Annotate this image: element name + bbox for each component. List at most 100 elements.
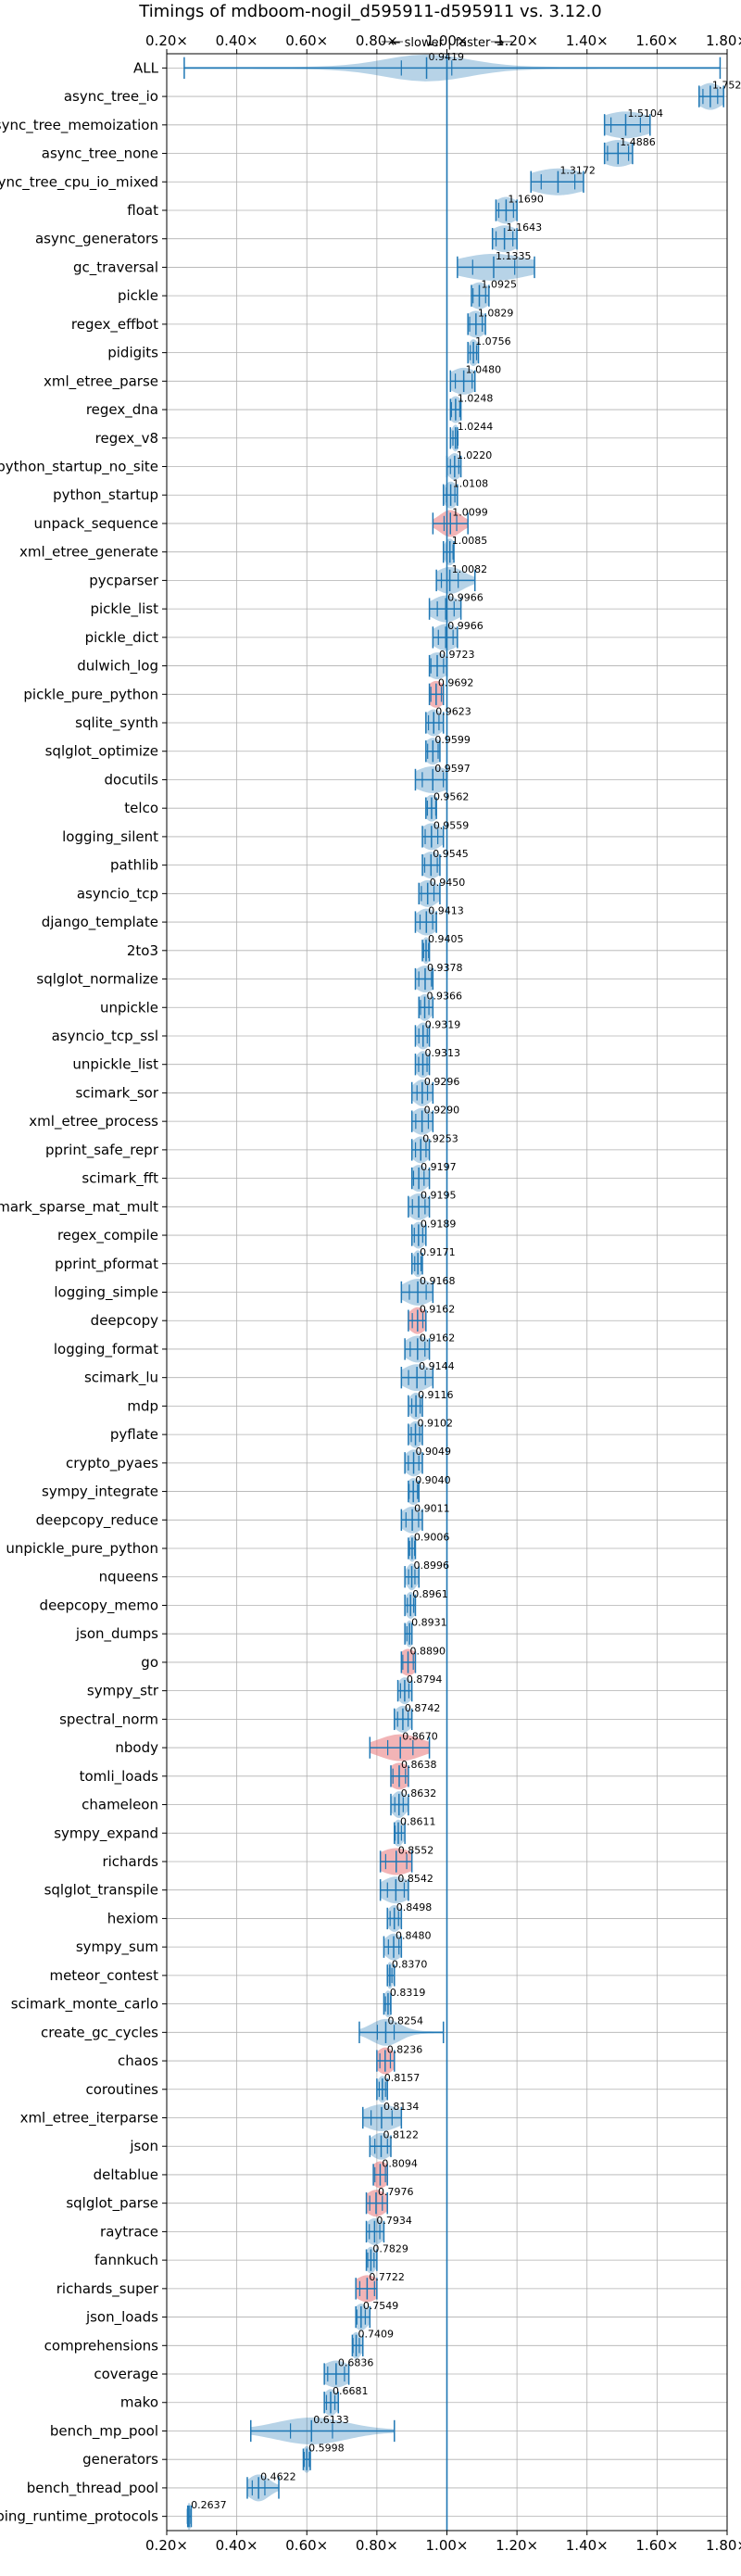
benchmark-label-python_startup: python_startup	[53, 486, 158, 504]
benchmark-label-pyflate: pyflate	[110, 1426, 158, 1443]
benchmark-label-coroutines: coroutines	[85, 2081, 158, 2098]
value-label-xml_etree_iterparse: 0.8134	[383, 2101, 420, 2113]
value-label-docutils: 0.9597	[434, 763, 471, 775]
benchmark-label-typing_runtime_protocols: typing_runtime_protocols	[0, 2508, 158, 2526]
value-label-sympy_integrate: 0.9040	[415, 1474, 451, 1486]
value-label-regex_compile: 0.9189	[421, 1218, 457, 1230]
benchmark-label-xml_etree_generate: xml_etree_generate	[19, 544, 158, 562]
value-label-pickle_dict: 0.9966	[447, 620, 483, 632]
x-tick-label-top: 1.00×	[426, 32, 469, 49]
benchmark-label-tomli_loads: tomli_loads	[80, 1768, 159, 1786]
value-label-gc_traversal: 1.1335	[496, 250, 532, 262]
value-label-nbody: 0.8670	[402, 1730, 438, 1742]
value-label-xml_etree_generate: 1.0085	[452, 535, 488, 547]
value-label-go: 0.8890	[410, 1645, 446, 1657]
value-label-2to3: 0.9405	[428, 933, 464, 945]
value-label-sympy_str: 0.8794	[407, 1673, 443, 1686]
value-label-chameleon: 0.8632	[401, 1787, 437, 1799]
benchmark-label-unpickle_list: unpickle_list	[72, 1056, 158, 1074]
value-label-pickle: 1.0925	[481, 279, 517, 291]
benchmark-label-scimark_fft: scimark_fft	[82, 1170, 158, 1188]
benchmark-label-2to3: 2to3	[127, 942, 158, 959]
benchmark-label-regex_v8: regex_v8	[95, 430, 158, 448]
value-label-scimark_sparse_mat_mult: 0.9195	[421, 1190, 457, 1202]
benchmark-label-pickle_dict: pickle_dict	[85, 629, 158, 647]
benchmark-label-comprehensions: comprehensions	[44, 2337, 159, 2354]
value-label-coroutines: 0.8157	[384, 2072, 421, 2084]
value-label-dulwich_log: 0.9723	[439, 649, 475, 661]
x-tick-label-bottom: 1.40×	[566, 2537, 609, 2554]
benchmark-label-deepcopy: deepcopy	[91, 1312, 158, 1329]
value-label-async_tree_cpu_io_mixed: 1.3172	[559, 165, 596, 177]
benchmark-label-logging_silent: logging_silent	[62, 828, 158, 846]
value-label-pprint_pformat: 0.9171	[420, 1246, 456, 1258]
value-label-regex_dna: 1.0248	[458, 392, 494, 404]
value-label-unpickle: 0.9366	[427, 991, 463, 1003]
benchmark-label-deltablue: deltablue	[94, 2166, 158, 2183]
value-label-tomli_loads: 0.8638	[401, 1759, 437, 1771]
x-axis-ticks: 0.20× 0.20× 0.40× 0.40× 0.60× 0.60× 0.80× 0.80×…	[145, 32, 741, 2554]
value-label-telco: 0.9562	[433, 791, 470, 803]
x-tick-label-top: 1.60×	[635, 32, 678, 49]
value-label-regex_v8: 1.0244	[458, 421, 494, 433]
benchmark-label-logging_format: logging_format	[54, 1341, 158, 1358]
benchmark-label-async_tree_none: async_tree_none	[42, 145, 158, 163]
benchmark-label-mdp: mdp	[127, 1397, 158, 1414]
value-label-logging_silent: 0.9559	[433, 819, 470, 831]
value-label-pidigits: 1.0756	[475, 335, 511, 347]
benchmark-label-sqlglot_optimize: sqlglot_optimize	[45, 743, 158, 761]
x-tick-label-bottom: 0.20×	[145, 2537, 188, 2554]
value-label-regex_effbot: 1.0829	[478, 307, 514, 319]
value-label-create_gc_cycles: 0.8254	[387, 2015, 423, 2027]
benchmark-label-logging_simple: logging_simple	[54, 1284, 158, 1302]
y-axis-labels: ALL async_tree_io async_tree_memoizationas…	[0, 59, 167, 2526]
benchmark-label-sqlglot_parse: sqlglot_parse	[66, 2195, 158, 2213]
value-label-pickle_list: 0.9966	[447, 592, 483, 604]
benchmark-label-sympy_integrate: sympy_integrate	[42, 1484, 158, 1501]
value-label-pprint_safe_repr: 0.9253	[422, 1132, 458, 1144]
benchmark-label-nqueens: nqueens	[99, 1569, 158, 1585]
value-label-sympy_expand: 0.8611	[400, 1816, 436, 1828]
value-label-sympy_sum: 0.8480	[396, 1930, 432, 1942]
value-label-pickle_pure_python: 0.9692	[438, 677, 474, 689]
value-label-logging_format: 0.9162	[420, 1332, 456, 1344]
value-label-json_dumps: 0.8931	[411, 1617, 447, 1629]
x-tick-label-top: 0.60×	[285, 32, 328, 49]
benchmark-label-coverage: coverage	[94, 2366, 158, 2382]
benchmark-label-regex_compile: regex_compile	[57, 1227, 158, 1244]
value-label-hexiom: 0.8498	[396, 1901, 433, 1913]
value-label-sqlglot_optimize: 0.9599	[434, 734, 471, 746]
x-tick-label-bottom: 1.20×	[496, 2537, 538, 2554]
benchmark-label-telco: telco	[124, 800, 158, 816]
benchmark-label-go: go	[141, 1654, 158, 1671]
benchmark-label-regex_dna: regex_dna	[86, 401, 158, 419]
benchmark-label-fannkuch: fannkuch	[94, 2252, 158, 2268]
benchmark-label-json_loads: json_loads	[85, 2309, 158, 2327]
benchmark-label-float: float	[127, 202, 158, 219]
value-label-scimark_lu: 0.9144	[419, 1360, 455, 1372]
benchmark-label-scimark_lu: scimark_lu	[84, 1370, 158, 1387]
value-label-pyflate: 0.9102	[418, 1418, 454, 1430]
value-label-typing_runtime_protocols: 0.2637	[191, 2499, 227, 2511]
benchmark-label-pickle_list: pickle_list	[90, 600, 158, 618]
benchmark-label-regex_effbot: regex_effbot	[71, 316, 158, 334]
value-label-json_loads: 0.7549	[363, 2300, 399, 2312]
benchmark-label-async_tree_memoization: async_tree_memoization	[0, 117, 158, 134]
value-label-deepcopy_reduce: 0.9011	[414, 1503, 450, 1515]
value-label-async_tree_none: 1.4886	[620, 136, 656, 148]
benchmark-label-mako: mako	[120, 2394, 158, 2411]
benchmark-label-chaos: chaos	[118, 2052, 158, 2069]
benchmark-label-sqlglot_transpile: sqlglot_transpile	[44, 1882, 158, 1900]
value-label-bench_mp_pool: 0.6133	[313, 2414, 349, 2426]
value-label-richards: 0.8552	[398, 1844, 434, 1856]
benchmark-label-unpickle: unpickle	[100, 999, 158, 1016]
value-label-deltablue: 0.8094	[382, 2157, 418, 2169]
x-tick-label-top: 1.80×	[706, 32, 741, 49]
benchmark-label-xml_etree_iterparse: xml_etree_iterparse	[20, 2110, 158, 2128]
benchmark-label-pycparser: pycparser	[89, 572, 159, 588]
value-label-pycparser: 1.0082	[452, 563, 487, 575]
benchmark-label-nbody: nbody	[115, 1739, 158, 1756]
value-label-sqlite_synth: 0.9623	[435, 705, 471, 717]
value-label-async_tree_io: 1.7520	[712, 79, 741, 91]
value-label-python_startup_no_site: 1.0220	[457, 449, 492, 461]
